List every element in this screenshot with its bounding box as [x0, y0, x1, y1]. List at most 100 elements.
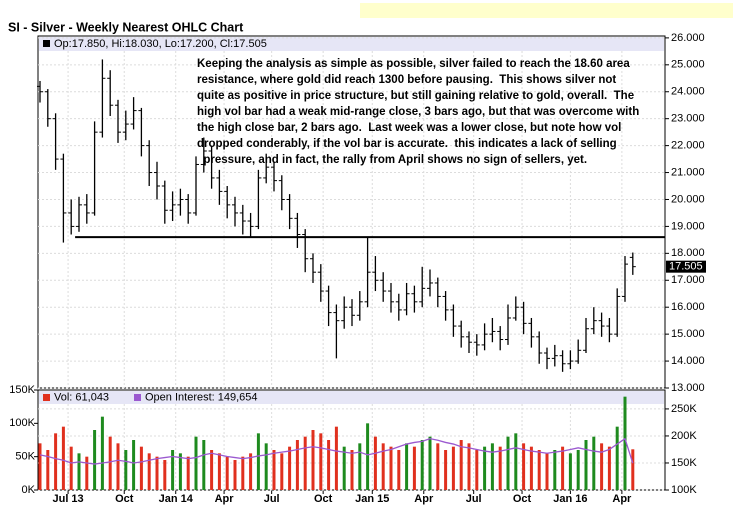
volume-bar: [85, 456, 89, 490]
volume-bar: [54, 433, 58, 490]
volume-bar: [178, 453, 182, 490]
y-tick-label: 100K: [9, 417, 35, 429]
volume-bar: [155, 456, 159, 490]
volume-bar: [256, 433, 260, 490]
y2-tick-label: 150K: [671, 457, 697, 469]
oi-legend: Open Interest: 149,654: [145, 391, 258, 403]
y2-tick-label: 250K: [671, 403, 697, 415]
volume-bar: [483, 446, 487, 490]
volume-bar: [420, 440, 424, 490]
price-legend: Op:17.850, Hi:18.030, Lo:17.200, Cl:17.5…: [54, 38, 267, 50]
chart-title: SI - Silver - Weekly Nearest OHLC Chart: [8, 20, 244, 34]
volume-bar: [116, 443, 120, 490]
x-tick-label: Jan 14: [159, 493, 194, 505]
volume-bar: [225, 456, 229, 490]
volume-bar: [303, 436, 307, 490]
volume-bar: [171, 450, 175, 490]
volume-bar: [412, 446, 416, 490]
x-tick-label: Jan 16: [553, 493, 587, 505]
y-tick-label: 26.000: [671, 32, 705, 44]
volume-bar: [93, 430, 97, 490]
volume-bar: [147, 453, 151, 490]
volume-bar: [451, 446, 455, 490]
volume-bar: [545, 453, 549, 490]
open-interest-line: [39, 437, 634, 465]
volume-bar: [600, 443, 604, 490]
annotation: quite as positive in price structure, bu…: [197, 90, 634, 102]
volume-bar: [100, 416, 104, 490]
volume-bar: [498, 446, 502, 490]
y-tick-label: 21.000: [671, 166, 705, 178]
volume-bar: [334, 426, 338, 490]
x-tick-label: Jul: [264, 493, 280, 505]
y2-tick-label: 200K: [671, 430, 697, 442]
price-legend-strip: [39, 37, 664, 51]
y-tick-label: 15.000: [671, 328, 705, 340]
volume-bar: [46, 450, 50, 490]
y-tick-label: 17.000: [671, 274, 705, 286]
volume-bar: [69, 446, 73, 490]
volume-bar: [522, 443, 526, 490]
volume-bar: [139, 446, 143, 490]
volume-bar: [436, 443, 440, 490]
volume-bar: [490, 443, 494, 490]
volume-bar: [576, 450, 580, 490]
volume-bar: [288, 446, 292, 490]
volume-bar: [537, 450, 541, 490]
last-price-box: [666, 260, 706, 273]
annotation: high vol bar had a weak mid-range close,…: [197, 106, 639, 118]
y-tick-label: 24.000: [671, 86, 705, 98]
y-tick-label: 150K: [9, 384, 35, 396]
info-box: [360, 3, 733, 18]
volume-bar: [319, 433, 323, 490]
volume-bar: [249, 453, 253, 490]
volume-bar: [631, 449, 635, 490]
volume-bar: [397, 450, 401, 490]
x-tick-label: Oct: [513, 493, 532, 505]
volume-bar: [467, 443, 471, 490]
volume-bar: [358, 443, 362, 490]
x-tick-label: Apr: [414, 493, 434, 505]
volume-bar: [327, 440, 331, 490]
volume-bar: [233, 460, 237, 490]
annotation: pressure, and in fact, the rally from Ap…: [197, 154, 587, 166]
annotation: Keeping the analysis as simple as possib…: [197, 58, 630, 70]
volume-bar: [350, 450, 354, 490]
annotation: dropped conderably, if the vol bar is ac…: [197, 138, 617, 150]
volume-bar: [553, 450, 557, 490]
volume-bar: [342, 446, 346, 490]
volume-bar: [272, 450, 276, 490]
volume-bar: [607, 446, 611, 490]
volume-bar: [194, 436, 198, 490]
volume-bar: [61, 426, 65, 490]
volume-bar: [132, 440, 136, 490]
volume-bar: [506, 436, 510, 490]
volume-bar: [108, 436, 112, 490]
volume-bar: [444, 450, 448, 490]
volume-bar: [529, 446, 533, 490]
volume-bar: [623, 396, 627, 490]
last-price-label: 17.505: [669, 261, 703, 273]
volume-bar: [561, 446, 565, 490]
x-tick-label: Jul: [466, 493, 482, 505]
x-tick-label: Jul 13: [52, 493, 83, 505]
volume-bar: [475, 450, 479, 490]
legend-swatch: [134, 394, 141, 401]
volume-legend-strip: [39, 391, 664, 404]
legend-swatch: [43, 394, 50, 401]
volume-bar: [241, 456, 245, 490]
volume-bar: [366, 423, 370, 490]
x-tick-label: Apr: [215, 493, 235, 505]
volume-bar: [568, 453, 572, 490]
volume-bar: [389, 446, 393, 490]
volume-bar: [584, 440, 588, 490]
volume-bar: [163, 460, 167, 490]
annotation: the high close bar, 2 bars ago. Last wee…: [197, 122, 621, 134]
y-tick-label: 19.000: [671, 220, 705, 232]
x-tick-label: Oct: [115, 493, 134, 505]
y-tick-label: 50K: [15, 451, 35, 463]
y-tick-label: 0K: [22, 484, 36, 496]
volume-bar: [592, 436, 596, 490]
volume-bar: [202, 440, 206, 490]
